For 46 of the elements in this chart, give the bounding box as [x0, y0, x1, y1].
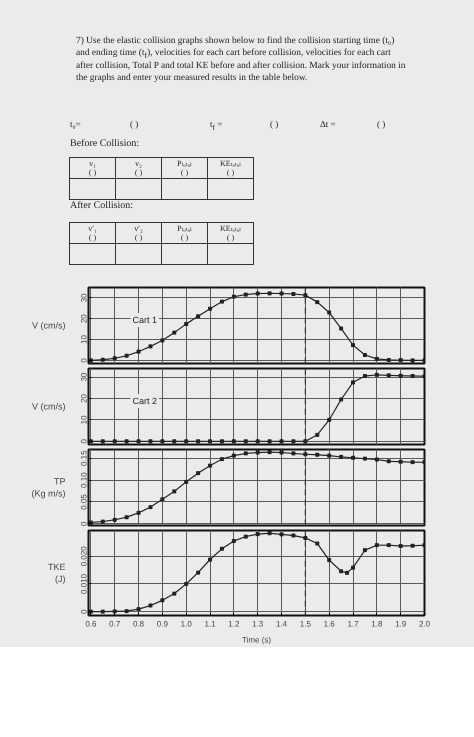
y-tick-label: 0.10 — [80, 472, 88, 488]
x-tick-label: 0.6 — [85, 620, 97, 628]
text: Cart 2 — [132, 396, 158, 406]
y-tick-label: 30 — [80, 372, 88, 382]
text: ( ) — [270, 118, 278, 131]
x-tick-label: 1.9 — [395, 620, 407, 628]
x-tick-label: 1.5 — [300, 620, 312, 628]
x-tick-label: 1.4 — [276, 620, 288, 628]
y-tick-label: 0 — [80, 358, 88, 363]
x-tick-label: 1.1 — [204, 620, 216, 628]
text: Δt = — [320, 118, 336, 131]
y-tick-label: 0.15 — [80, 450, 88, 466]
text: 7) Use the elastic collision graphs shown below to find the collision starting time (t₀) and ending time (t$_{f}$), velocities for each cart before collision, velocities for each cart after collision, Total P and total KE before and after collision. Mark your information in the graphs and enter your measured results in the table below. — [76, 36, 406, 84]
text: ( ) — [130, 118, 138, 131]
x-tick-label: 2.0 — [418, 620, 431, 628]
y-tick-label: 20 — [80, 314, 88, 324]
y-tick-label: 0.010 — [80, 573, 88, 594]
y-tick-label: 20 — [80, 393, 88, 403]
text: t₀= — [70, 118, 81, 131]
y-axis-title: V (cm/s) — [32, 402, 66, 412]
text: Before Collision: — [70, 137, 140, 151]
x-tick-label: 0.8 — [132, 620, 145, 628]
x-axis-title: Time (s) — [242, 636, 272, 644]
text: t$_{f}$ = — [210, 118, 222, 134]
y-tick-label: 30 — [80, 292, 88, 302]
y-axis-title: TP (Kg m/s) — [32, 476, 66, 498]
x-tick-label: 1.0 — [180, 620, 192, 628]
y-tick-label: 0.020 — [80, 546, 88, 566]
x-tick-label: 1.6 — [324, 620, 336, 628]
x-tick-label: 0.9 — [156, 620, 168, 628]
x-tick-label: 1.3 — [252, 620, 264, 628]
y-tick-label: 0 — [80, 438, 88, 444]
y-tick-label: 0.05 — [80, 494, 88, 510]
text: After Collision: — [70, 199, 134, 213]
x-tick-label: 0.7 — [109, 620, 121, 628]
y-tick-label: 0 — [80, 520, 88, 526]
y-tick-label: 10 — [80, 414, 88, 424]
y-tick-label: 0 — [80, 608, 88, 614]
series-label: Cart 1 — [132, 315, 158, 326]
y-axis-title: TKE (J) — [48, 562, 66, 584]
x-tick-label: 1.2 — [228, 620, 240, 628]
y-axis-title: V (cm/s) — [32, 320, 66, 330]
x-tick-label: 1.7 — [347, 620, 360, 628]
y-tick-label: 10 — [80, 334, 88, 344]
x-tick-label: 1.8 — [371, 620, 383, 628]
text: ( ) — [377, 118, 386, 131]
